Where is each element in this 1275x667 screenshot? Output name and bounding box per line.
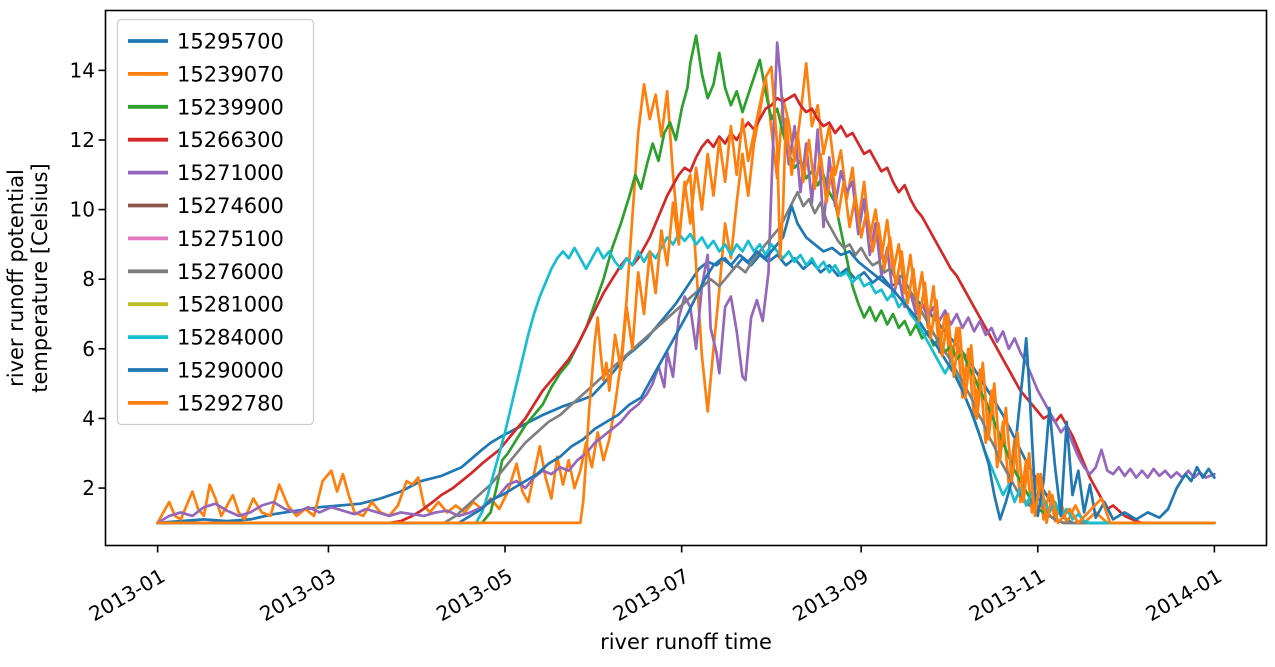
series-lines <box>156 34 1216 525</box>
legend-label: 15239900 <box>177 95 284 119</box>
legend-label: 15290000 <box>177 359 284 383</box>
series-line-15292780 <box>156 65 1216 525</box>
legend: 15295700 15239070 15239900 15266300 15271000… <box>116 18 315 426</box>
x-tick-label: 2013-03 <box>256 564 340 627</box>
legend-label: 15292780 <box>177 391 284 415</box>
y-tick-label: 10 <box>70 198 95 222</box>
legend-box <box>116 18 315 426</box>
legend-label: 15276000 <box>177 260 284 284</box>
series-line-15271000 <box>156 41 1216 525</box>
x-tick-label: 2013-01 <box>85 564 169 627</box>
legend-label: 15281000 <box>177 293 284 317</box>
x-tick-label: 2013-07 <box>609 564 693 627</box>
series-line-15290000 <box>156 204 1216 525</box>
series-line-15239070 <box>156 62 1216 525</box>
axis-ticks <box>98 69 1216 553</box>
series-line-15239900 <box>156 34 1216 525</box>
x-tick-label: 2013-05 <box>432 564 516 627</box>
y-axis-label-line2: temperature [Celsius] <box>28 163 52 393</box>
x-tick-label: 2013-09 <box>788 564 872 627</box>
legend-label: 15239070 <box>177 62 284 86</box>
x-tick-label: 2013-11 <box>965 564 1049 627</box>
y-tick-label: 14 <box>70 58 95 82</box>
series-line-15276000 <box>156 190 1216 525</box>
legend-label: 15266300 <box>177 128 284 152</box>
y-tick-label: 8 <box>82 267 95 291</box>
legend-label: 15274600 <box>177 194 284 218</box>
y-tick-label: 12 <box>70 128 95 152</box>
legend-label: 15284000 <box>177 326 284 350</box>
y-axis-label-line1: river runoff potential <box>4 169 28 387</box>
y-tick-label: 2 <box>82 476 95 500</box>
x-tick-label: 2014-01 <box>1142 564 1226 627</box>
legend-label: 15271000 <box>177 161 284 185</box>
legend-label: 15295700 <box>177 30 284 54</box>
series-line-15266300 <box>156 93 1216 525</box>
y-tick-label: 6 <box>82 337 95 361</box>
legend-label: 15275100 <box>177 227 284 251</box>
plot-border <box>104 9 1268 547</box>
y-tick-label: 4 <box>82 406 95 430</box>
x-axis-label: river runoff time <box>600 630 772 654</box>
